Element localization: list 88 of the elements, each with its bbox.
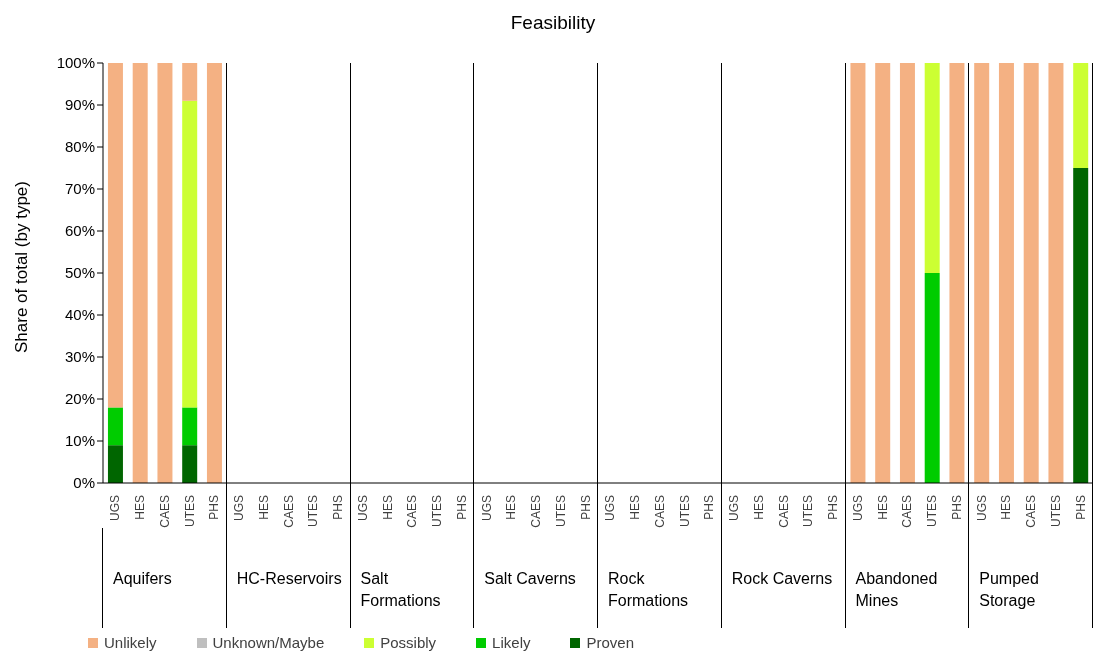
text: Rock Formations [608,569,690,611]
bar [157,63,173,483]
x-tick-label: CAES [900,495,915,528]
bar [949,63,965,483]
bar [107,63,123,408]
text: Salt Formations [360,569,442,611]
x-tick-label: PHS [207,495,222,520]
bar [850,63,866,483]
x-tick-label: PHS [702,495,717,520]
bar [182,100,198,408]
x-tick-label: CAES [281,495,296,528]
x-tick-label: PHS [1073,495,1088,520]
bar [924,273,940,483]
bar [1073,63,1089,168]
text: Rock Caverns [731,569,834,589]
y-tick-label: 20% [64,390,95,408]
x-tick-label: HES [628,495,643,520]
x-tick-label: CAES [1024,495,1039,528]
y-axis-title: Share of total (by type) [12,181,32,353]
x-tick-label: PHS [454,495,469,520]
y-tick-label: 70% [64,180,95,198]
x-tick-label: CAES [157,495,172,528]
x-tick-label: UTES [925,495,940,528]
bar [974,63,990,483]
bar [1023,63,1039,483]
legend-label: Possibly [379,634,437,651]
legend-label: Proven [585,634,634,651]
x-tick-label: UTES [306,495,321,528]
y-tick-label: 0% [73,474,95,492]
x-tick-label: UGS [727,495,742,522]
y-tick-label: 10% [64,432,95,450]
y-tick-label: 30% [64,348,95,366]
bar [132,63,148,483]
text: Pumped Storage [979,569,1040,611]
x-tick-label: PHS [578,495,593,520]
x-tick-label: UTES [182,495,197,528]
bar [182,445,198,483]
legend-label: Unknown/Maybe [211,634,325,651]
x-tick-label: HES [999,495,1014,520]
x-tick-label: HES [256,495,271,520]
x-tick-label: HES [875,495,890,520]
x-tick-label: CAES [405,495,420,528]
x-tick-label: CAES [529,495,544,528]
x-tick-label: HES [133,495,148,520]
text: Salt Caverns [484,569,577,589]
y-tick-label: 80% [64,138,95,156]
x-tick-label: UTES [1048,495,1063,528]
bar [107,445,123,483]
x-tick-label: UTES [677,495,692,528]
y-tick-label: 100% [56,54,95,72]
bar [206,63,222,483]
bar [998,63,1014,483]
bar [1073,168,1089,483]
x-tick-label: UTES [801,495,816,528]
x-tick-label: UTES [553,495,568,528]
y-tick-label: 40% [64,306,95,324]
chart-title: Feasibility [509,12,597,34]
x-tick-label: HES [751,495,766,520]
bar [924,63,940,273]
bar [899,63,915,483]
x-tick-label: CAES [652,495,667,528]
x-tick-label: UGS [355,495,370,522]
bar [875,63,891,483]
bar [182,63,198,101]
x-tick-label: PHS [331,495,346,520]
legend-label: Likely [491,634,531,651]
x-tick-label: UGS [974,495,989,522]
y-tick-label: 50% [64,264,95,282]
x-tick-label: HES [380,495,395,520]
x-tick-label: UGS [108,495,123,522]
text: HC-Reservoirs [236,569,343,589]
x-tick-label: UGS [850,495,865,522]
x-tick-label: PHS [826,495,841,520]
legend-label: Unlikely [103,634,157,651]
bar [1048,63,1064,483]
x-tick-label: PHS [949,495,964,520]
x-tick-label: HES [504,495,519,520]
y-tick-label: 90% [64,96,95,114]
text: Aquifers [113,569,173,589]
text: Abandoned Mines [855,569,939,611]
x-tick-label: CAES [776,495,791,528]
x-tick-label: UGS [603,495,618,522]
y-tick-label: 60% [64,222,95,240]
x-tick-label: UTES [430,495,445,528]
x-tick-label: UGS [232,495,247,522]
bar [107,407,123,446]
bar [182,407,198,446]
x-tick-label: UGS [479,495,494,522]
